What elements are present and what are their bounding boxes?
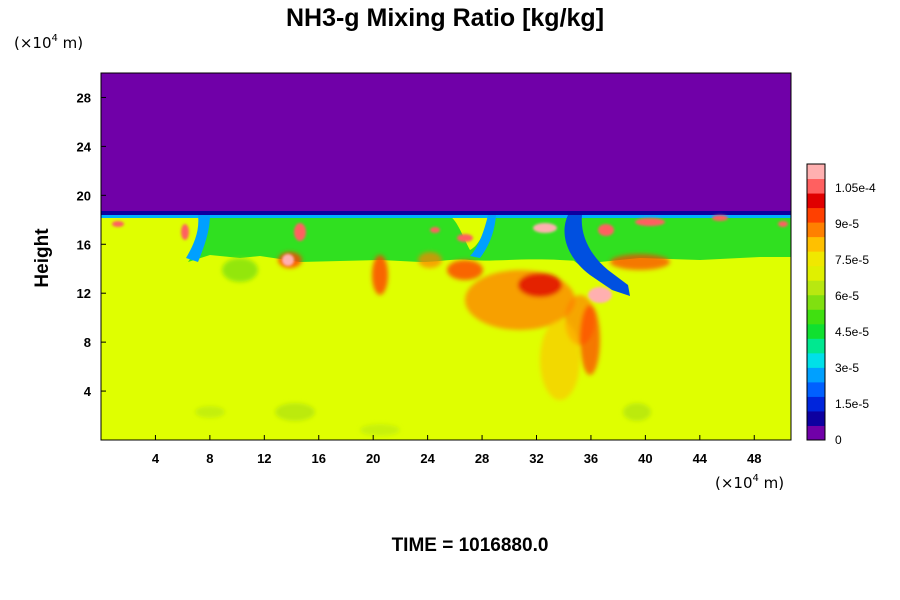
colorbar-tick-label: 9e-5	[835, 217, 859, 231]
y-tick-label: 24	[77, 139, 92, 154]
colorbar-tick-label: 3e-5	[835, 361, 859, 375]
y-tick-label: 12	[77, 286, 91, 301]
plume-edge	[564, 215, 630, 296]
colorbar-swatch	[807, 410, 825, 426]
colorbar-swatch	[807, 236, 825, 252]
y-axis-unit: (×104 m)	[14, 33, 83, 52]
colorbar-swatch	[807, 352, 825, 368]
colorbar-swatch	[807, 207, 825, 223]
colorbar-swatch	[807, 251, 825, 267]
colorbar-swatch	[807, 178, 825, 194]
colorbar-swatch	[807, 309, 825, 325]
colorbar-swatch	[807, 323, 825, 339]
y-tick-label: 28	[77, 90, 91, 105]
x-tick-label: 16	[312, 451, 326, 466]
colorbar-swatch	[807, 193, 825, 209]
plume-edge	[186, 215, 210, 262]
y-tick-label: 8	[84, 335, 91, 350]
colorbar-swatch	[807, 222, 825, 238]
colorbar: 0 1.5e-5 3e-5 4.5e-5 6e-5 7.5e-5 9e-5 1.05e-4	[806, 163, 876, 447]
peak-ratio-spots	[112, 215, 788, 303]
x-tick-label: 48	[747, 451, 761, 466]
colorbar-tick-label: 1.5e-5	[835, 397, 869, 411]
x-tick-label: 36	[584, 451, 598, 466]
y-axis-ticks: 4 8 12 16 20 24 28	[77, 90, 106, 399]
colorbar-frame	[806, 163, 826, 441]
region-moist-band	[101, 211, 791, 280]
x-tick-label: 28	[475, 451, 489, 466]
colorbar-swatch	[807, 381, 825, 397]
colorbar-tick-label: 4.5e-5	[835, 325, 869, 339]
x-tick-label: 40	[638, 451, 652, 466]
heatmap-field	[101, 73, 791, 440]
colorbar-tick-label: 6e-5	[835, 289, 859, 303]
x-tick-label: 44	[693, 451, 708, 466]
colorbar-tick-label: 7.5e-5	[835, 253, 869, 267]
x-tick-label: 12	[257, 451, 271, 466]
region-upper-layer	[101, 73, 791, 213]
x-tick-label: 32	[529, 451, 543, 466]
x-axis-ticks: 4 8 12 16 20 24 28 32 36 40 44 48	[152, 435, 761, 466]
colorbar-swatch	[807, 280, 825, 296]
colorbar-swatch	[807, 425, 825, 441]
plume-edge	[470, 215, 496, 258]
colorbar-swatch	[807, 396, 825, 412]
x-tick-label: 4	[152, 451, 160, 466]
plot-frame	[100, 72, 792, 441]
colorbar-swatch	[807, 294, 825, 310]
y-tick-label: 4	[84, 384, 92, 399]
y-axis-label: Height	[32, 228, 53, 288]
colorbar-tick-label: 0	[835, 433, 842, 447]
x-axis-unit: (×104 m)	[715, 473, 784, 492]
time-label: TIME = 1016880.0	[392, 535, 549, 556]
lower-field-features	[195, 403, 651, 436]
colorbar-swatch	[807, 265, 825, 281]
high-ratio-blobs	[222, 252, 670, 400]
colorbar-swatch	[807, 338, 825, 354]
chart-title: NH3-g Mixing Ratio [kg/kg]	[286, 4, 604, 32]
colorbar-tick-label: 1.05e-4	[835, 181, 876, 195]
x-tick-label: 24	[420, 451, 435, 466]
x-tick-label: 20	[366, 451, 380, 466]
y-tick-label: 16	[77, 237, 91, 252]
band-edge	[101, 211, 791, 215]
y-tick-label: 20	[77, 188, 91, 203]
band-edge-2	[101, 215, 791, 218]
colorbar-swatch	[807, 367, 825, 383]
colorbar-swatch	[807, 164, 825, 180]
x-tick-label: 8	[206, 451, 213, 466]
